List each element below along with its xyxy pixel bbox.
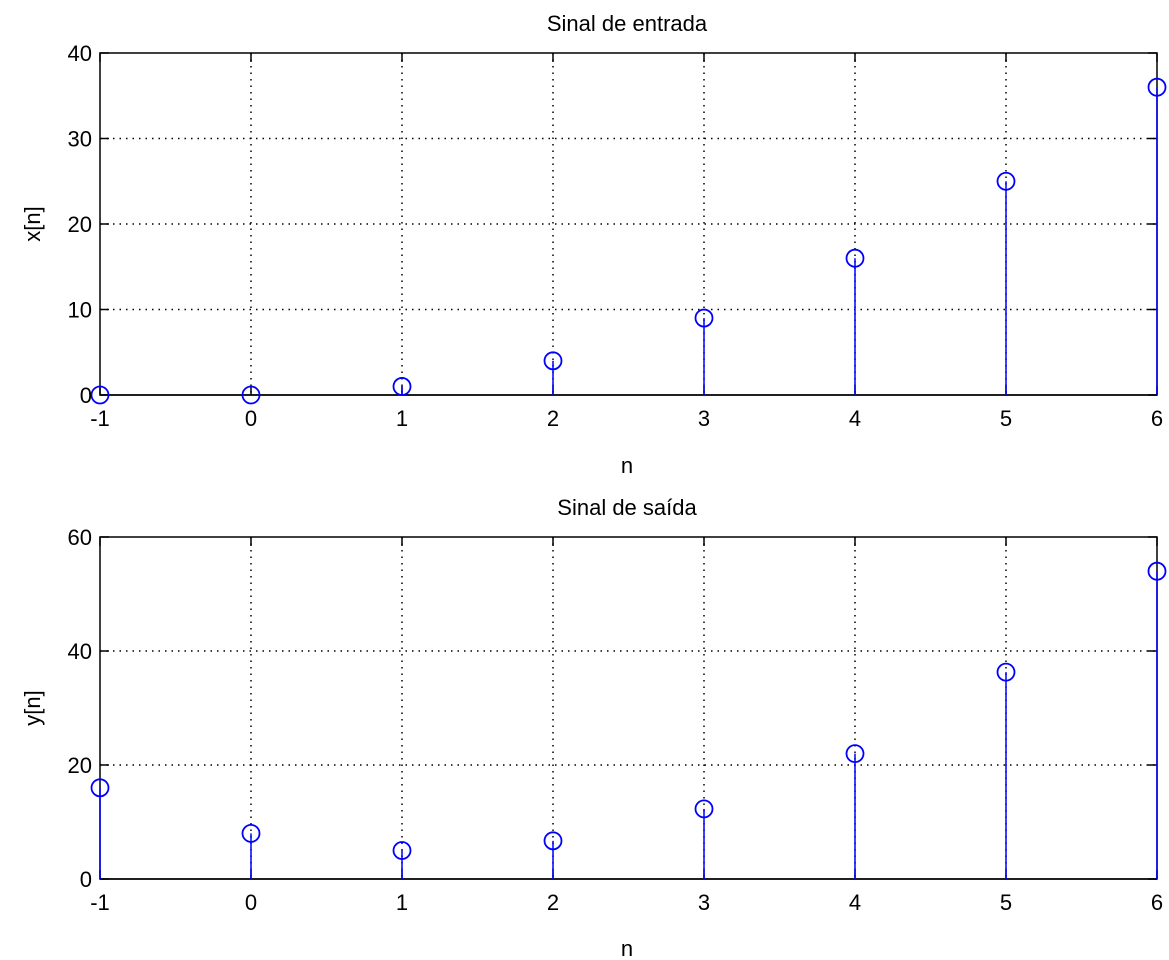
y-tick-label: 0 [80, 383, 92, 408]
plot-title: Sinal de saída [557, 495, 697, 520]
stem-marker [1147, 561, 1167, 581]
x-tick-label: 2 [547, 406, 559, 431]
x-tick-label: 5 [1000, 406, 1012, 431]
stem-marker [845, 744, 865, 763]
y-axis-label: y[n] [20, 690, 45, 725]
stem-marker [543, 351, 563, 371]
stem-marker [90, 778, 110, 798]
data-marks [90, 77, 1167, 405]
stem-marker [392, 377, 412, 396]
y-tick-label: 40 [68, 41, 92, 66]
x-tick-label: 5 [1000, 890, 1012, 915]
y-axis-label: x[n] [20, 206, 45, 241]
x-tick-label: 6 [1151, 406, 1163, 431]
x-tick-label: 2 [547, 890, 559, 915]
stem-marker [392, 841, 412, 860]
y-tick-label: 30 [68, 127, 92, 152]
y-tick-label: 20 [68, 753, 92, 778]
x-tick-label: 1 [396, 890, 408, 915]
x-axis-label: n [621, 453, 633, 478]
stem-marker [241, 824, 261, 843]
grid [100, 53, 1157, 395]
y-tick-label: 60 [68, 525, 92, 550]
x-tick-label: -1 [90, 890, 110, 915]
x-tick-label: 6 [1151, 890, 1163, 915]
plot-title: Sinal de entrada [547, 11, 708, 36]
stem-marker [694, 308, 714, 328]
data-marks [90, 561, 1167, 880]
x-tick-label: -1 [90, 406, 110, 431]
y-tick-label: 20 [68, 212, 92, 237]
stem-marker [1147, 77, 1167, 97]
x-tick-label: 3 [698, 890, 710, 915]
y-tick-label: 10 [68, 298, 92, 323]
y-tick-label: 40 [68, 639, 92, 664]
stem-marker [694, 799, 714, 819]
x-tick-label: 0 [245, 890, 257, 915]
stem-marker [996, 662, 1016, 682]
y-tick-label: 0 [80, 867, 92, 892]
x-tick-label: 4 [849, 890, 861, 915]
grid [100, 537, 1157, 879]
stem-marker [90, 385, 110, 405]
x-tick-label: 3 [698, 406, 710, 431]
stem-marker [543, 831, 563, 851]
stem-marker [845, 248, 865, 268]
stem-marker [241, 385, 261, 405]
stem-marker [996, 171, 1016, 191]
x-tick-label: 1 [396, 406, 408, 431]
x-axis-label: n [621, 936, 633, 960]
x-tick-label: 0 [245, 406, 257, 431]
x-tick-label: 4 [849, 406, 861, 431]
